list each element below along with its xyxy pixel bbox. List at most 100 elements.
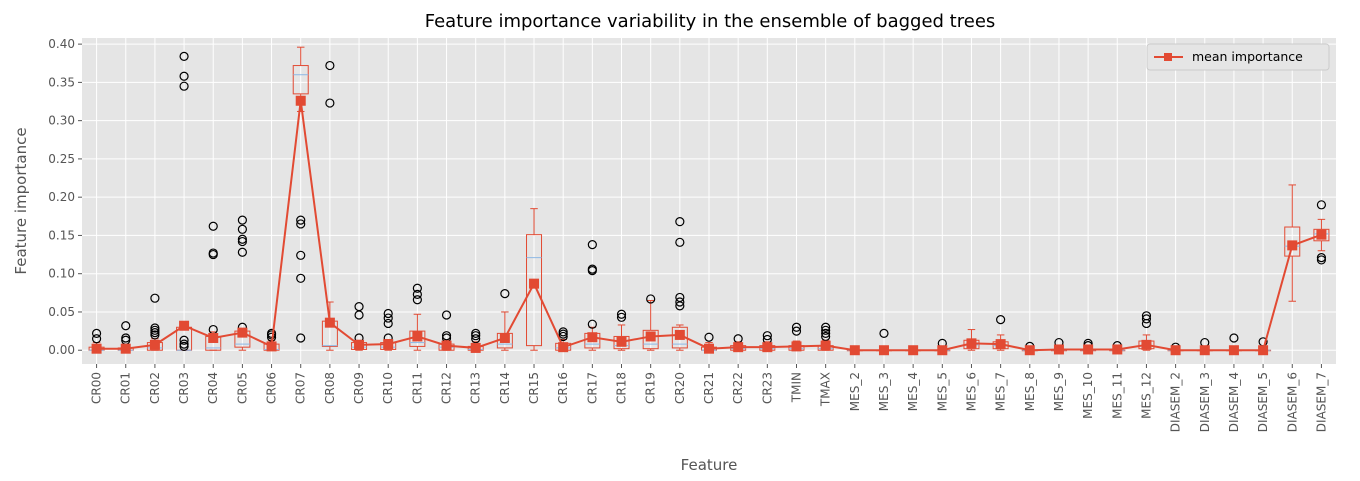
x-tick-label: TMIN <box>789 372 803 403</box>
outlier-point <box>179 51 189 61</box>
outlier-point <box>150 323 160 333</box>
x-tick-label: CR06 <box>265 372 279 404</box>
mean-importance-point <box>120 343 131 354</box>
mean-importance-point <box>937 345 948 356</box>
legend-frame <box>1146 43 1330 71</box>
outlier-point <box>1229 333 1239 343</box>
outlier-point <box>179 341 189 351</box>
mean-importance-point <box>1316 229 1327 240</box>
mean-importance-point <box>266 341 277 352</box>
outlier-point <box>471 331 481 341</box>
mean-importance-point <box>995 339 1006 350</box>
outlier-point <box>471 334 481 344</box>
x-tick-label: TMAX <box>819 372 833 407</box>
mean-importance-point <box>412 331 423 342</box>
outlier-point <box>179 339 189 349</box>
mean-importance-point <box>529 278 540 289</box>
mean-importance-point <box>1024 345 1035 356</box>
y-tick-label: 0.40 <box>48 37 75 51</box>
y-axis: 0.00 0.05 0.10 0.15 0.20 0.25 0.30 0.35 0.40 <box>48 37 82 357</box>
outlier-point <box>558 329 568 339</box>
mean-importance-point <box>499 332 510 343</box>
outlier-point <box>237 247 247 257</box>
x-tick-label: MES_4 <box>906 372 920 411</box>
mean-importance-point <box>149 339 160 350</box>
box-iqr <box>292 65 309 95</box>
outlier-point <box>675 217 685 227</box>
outlier-point <box>412 295 422 305</box>
mean-importance-point <box>1141 339 1152 350</box>
x-tick-label: CR08 <box>323 372 337 404</box>
outlier-point <box>150 328 160 338</box>
mean-importance-point <box>966 338 977 349</box>
outlier-point <box>587 264 597 274</box>
x-tick-label: MES_10 <box>1081 372 1095 419</box>
y-tick-label: 0.05 <box>48 305 75 319</box>
legend: mean importance <box>1146 43 1330 71</box>
mean-importance-point <box>1258 345 1269 356</box>
x-tick-label: MES_2 <box>848 372 862 411</box>
x-tick-label: CR00 <box>90 372 104 404</box>
outlier-point <box>1141 314 1152 324</box>
outlier-point <box>441 310 452 320</box>
x-tick-label: CR18 <box>615 372 629 404</box>
chart-title: Feature importance variability in the en… <box>425 11 996 32</box>
outlier-point <box>296 219 306 229</box>
x-tick-label: CR09 <box>352 372 366 404</box>
outlier-point <box>791 322 802 332</box>
outlier-point <box>121 333 131 343</box>
outlier-point <box>179 71 189 81</box>
x-tick-label: MES_12 <box>1139 372 1153 419</box>
x-tick-label: MES_6 <box>964 372 978 411</box>
x-tick-label: CR07 <box>294 372 308 404</box>
outlier-point <box>237 234 247 244</box>
outlier-point <box>412 283 422 293</box>
x-tick-label: DIASEM_5 <box>1256 372 1270 432</box>
outlier-point <box>325 60 335 71</box>
outlier-point <box>296 215 306 225</box>
outlier-point <box>1141 311 1152 321</box>
mean-line-layer <box>91 95 1327 356</box>
mean-importance-point <box>616 336 627 347</box>
mean-importance-point <box>762 342 773 353</box>
outlier-point <box>296 250 306 260</box>
outlier-point <box>821 325 831 335</box>
x-tick-label: CR20 <box>673 372 687 404</box>
outlier-point <box>646 294 656 304</box>
mean-importance-point <box>91 343 102 354</box>
legend-marker <box>1164 53 1172 61</box>
y-tick-label: 0.15 <box>48 228 75 242</box>
x-tick-label: CR11 <box>410 372 424 404</box>
mean-importance-point <box>908 345 919 356</box>
outlier-point <box>354 302 364 312</box>
outlier-point <box>675 297 685 307</box>
box-CR15 <box>526 208 543 351</box>
mean-importance-point <box>324 317 335 328</box>
x-tick-label: DIASEM_4 <box>1227 372 1241 432</box>
outlier-point <box>121 321 131 331</box>
x-tick-label: CR13 <box>469 372 483 404</box>
x-tick-label: CR05 <box>235 372 249 404</box>
outlier-point <box>791 326 802 336</box>
x-tick-label: CR01 <box>119 372 133 404</box>
outlier-point <box>879 328 889 338</box>
outlier-point <box>821 328 831 338</box>
outlier-point <box>1316 253 1327 263</box>
x-tick-label: MES_11 <box>1110 372 1124 419</box>
x-tick-label: CR12 <box>440 372 454 404</box>
mean-importance-point <box>1228 345 1239 356</box>
box-iqr <box>613 335 630 350</box>
x-tick-label: MES_8 <box>1023 372 1037 411</box>
x-tick-label: MES_3 <box>877 372 891 411</box>
box-iqr <box>526 234 543 347</box>
outlier-point <box>587 240 597 250</box>
outlier-point <box>558 327 568 337</box>
x-axis: CR00 CR01 CR02 CR03 CR04 CR05 CR06 CR07 CR08 CR09… <box>90 364 1328 432</box>
outlier-point <box>237 236 247 247</box>
outlier-point <box>616 312 627 322</box>
mean-importance-point <box>1053 344 1064 355</box>
box-iqr <box>1284 226 1301 257</box>
outlier-point <box>383 318 393 329</box>
outlier-point <box>296 273 306 283</box>
x-tick-label: CR19 <box>644 372 658 404</box>
